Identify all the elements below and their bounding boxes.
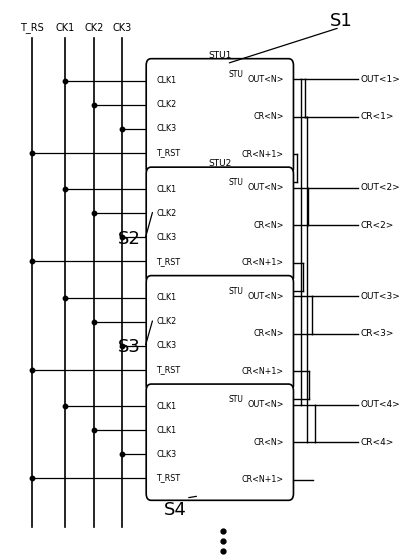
Text: CLK1: CLK1 — [156, 426, 176, 435]
Text: STU: STU — [228, 287, 243, 296]
Text: CLK1: CLK1 — [156, 77, 176, 86]
Text: STU: STU — [228, 70, 243, 79]
Text: CR<4>: CR<4> — [360, 438, 394, 447]
Text: S1: S1 — [330, 12, 352, 30]
FancyBboxPatch shape — [146, 276, 294, 392]
Text: S4: S4 — [164, 501, 186, 519]
Text: CR<3>: CR<3> — [360, 329, 394, 338]
Text: CR<N>: CR<N> — [253, 329, 284, 338]
Text: T_RS: T_RS — [20, 22, 44, 33]
Text: OUT<N>: OUT<N> — [247, 292, 284, 301]
Text: CLK3: CLK3 — [156, 341, 176, 350]
Text: OUT<2>: OUT<2> — [360, 183, 400, 192]
Text: T_RST: T_RST — [156, 365, 180, 374]
Text: OUT<N>: OUT<N> — [247, 400, 284, 409]
Text: CR<N+1>: CR<N+1> — [242, 367, 284, 376]
Text: CR<N+1>: CR<N+1> — [242, 475, 284, 484]
Text: CLK1: CLK1 — [156, 402, 176, 411]
Text: STU: STU — [228, 395, 243, 404]
Text: CLK2: CLK2 — [156, 318, 176, 326]
Text: STU2: STU2 — [208, 159, 231, 168]
Text: CLK2: CLK2 — [156, 209, 176, 218]
Text: CLK1: CLK1 — [156, 185, 176, 194]
Text: CK3: CK3 — [113, 23, 132, 33]
Text: OUT<N>: OUT<N> — [247, 75, 284, 84]
Text: CLK2: CLK2 — [156, 101, 176, 110]
Text: T_RST: T_RST — [156, 148, 180, 157]
Text: CR<N>: CR<N> — [253, 438, 284, 447]
Text: CLK3: CLK3 — [156, 124, 176, 133]
Text: CLK3: CLK3 — [156, 233, 176, 241]
Text: OUT<1>: OUT<1> — [360, 75, 400, 84]
Text: CR<N+1>: CR<N+1> — [242, 258, 284, 267]
Text: S3: S3 — [118, 338, 141, 356]
Text: CR<N+1>: CR<N+1> — [242, 150, 284, 159]
Text: T_RST: T_RST — [156, 257, 180, 266]
Text: OUT<4>: OUT<4> — [360, 400, 400, 409]
Text: S2: S2 — [118, 230, 141, 248]
FancyBboxPatch shape — [146, 59, 294, 175]
Text: T_RST: T_RST — [156, 473, 180, 482]
Text: CLK3: CLK3 — [156, 449, 176, 458]
FancyBboxPatch shape — [146, 384, 294, 500]
Text: CR<2>: CR<2> — [360, 221, 394, 230]
Text: STU1: STU1 — [208, 51, 232, 60]
Text: CR<N>: CR<N> — [253, 112, 284, 121]
Text: STU: STU — [228, 178, 243, 187]
Text: OUT<3>: OUT<3> — [360, 292, 400, 301]
Text: CR<1>: CR<1> — [360, 112, 394, 121]
Text: CK1: CK1 — [55, 23, 75, 33]
Text: CLK1: CLK1 — [156, 293, 176, 302]
Text: CK2: CK2 — [84, 23, 103, 33]
Text: OUT<N>: OUT<N> — [247, 183, 284, 192]
FancyBboxPatch shape — [146, 167, 294, 283]
Text: CR<N>: CR<N> — [253, 221, 284, 230]
